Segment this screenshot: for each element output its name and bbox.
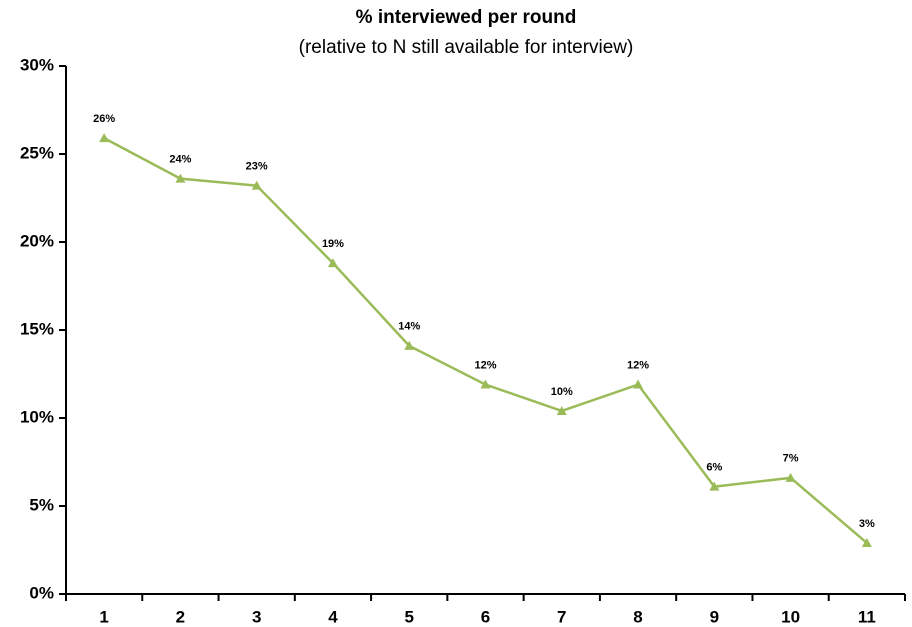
data-label: 12% (627, 359, 649, 371)
marker (251, 180, 262, 190)
x-tick-label: 5 (404, 607, 413, 626)
data-label: 10% (551, 386, 573, 398)
y-tick-label: 20% (20, 231, 54, 250)
x-tick-label: 8 (633, 607, 642, 626)
marker (327, 258, 338, 268)
chart-title: % interviewed per round (356, 7, 577, 28)
marker (709, 481, 720, 491)
marker (480, 379, 491, 389)
marker (861, 537, 872, 547)
data-label: 26% (93, 113, 115, 125)
marker (633, 379, 644, 389)
y-tick-label: 30% (20, 55, 54, 74)
chart-subtitle: (relative to N still available for inter… (299, 37, 634, 58)
data-label: 3% (859, 518, 875, 530)
data-label: 19% (322, 238, 344, 250)
x-tick-label: 10 (781, 607, 800, 626)
x-tick-label: 9 (710, 607, 719, 626)
marker (175, 173, 186, 183)
marker (785, 472, 796, 482)
data-label: 6% (706, 462, 722, 474)
data-label: 7% (783, 453, 799, 465)
marker (99, 133, 110, 143)
data-label: 23% (246, 161, 268, 173)
x-tick-label: 1 (99, 607, 108, 626)
x-tick-label: 6 (481, 607, 490, 626)
data-label: 24% (169, 154, 191, 166)
x-tick-label: 3 (252, 607, 261, 626)
marker (556, 405, 567, 415)
data-line (103, 137, 868, 544)
y-tick-label: 0% (29, 583, 54, 602)
x-tick-label: 7 (557, 607, 566, 626)
x-tick-label: 2 (176, 607, 185, 626)
y-tick-label: 10% (20, 407, 54, 426)
data-label: 14% (398, 321, 420, 333)
marker (404, 340, 415, 350)
y-tick-label: 5% (29, 495, 54, 514)
y-tick-label: 25% (20, 143, 54, 162)
data-label: 12% (474, 359, 496, 371)
x-tick-label: 11 (858, 607, 876, 626)
y-tick-label: 15% (20, 319, 54, 338)
x-tick-label: 4 (328, 607, 338, 626)
